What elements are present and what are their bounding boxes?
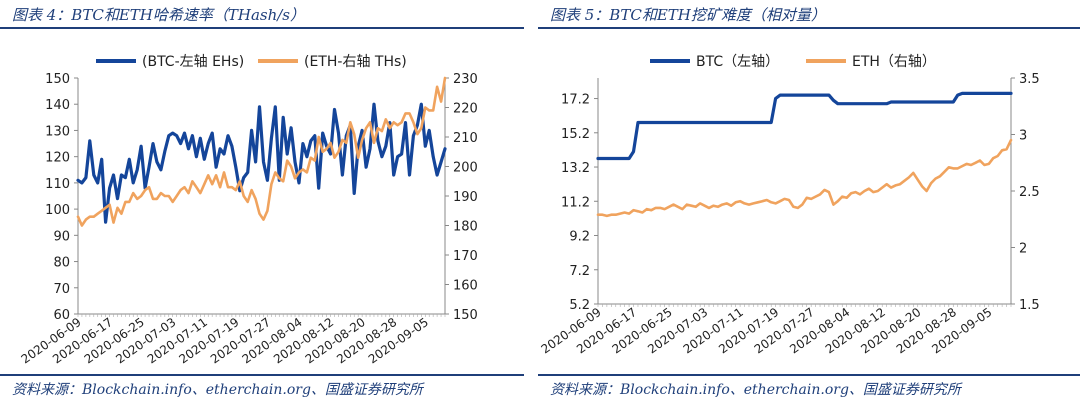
legend-label: ETH（右轴） <box>852 54 936 70</box>
source-rule <box>0 374 524 376</box>
y-left-tick-label: 110 <box>45 177 70 192</box>
figure-title: 图表 5：BTC和ETH挖矿难度（相对量） <box>550 6 826 24</box>
y-right-tick-label: 1.5 <box>1019 298 1040 313</box>
legend-label: (ETH-右轴 THs) <box>304 54 407 70</box>
y-left-tick-label: 150 <box>45 72 70 87</box>
source-rule <box>538 374 1080 376</box>
y-right-tick-label: 180 <box>453 220 478 235</box>
source-note: 资料来源：Blockchain.info、etherchain.org、国盛证券… <box>12 382 423 398</box>
y-left-tick-label: 80 <box>53 256 70 271</box>
y-right-tick-label: 190 <box>453 190 478 205</box>
y-right-tick-label: 230 <box>453 72 478 87</box>
y-right-tick-label: 170 <box>453 249 478 264</box>
series-line-left-axis <box>596 91 1013 161</box>
y-left-tick-label: 120 <box>45 151 70 166</box>
legend-label: (BTC-左轴 EHs) <box>142 54 244 70</box>
source-note: 资料来源：Blockchain.info、etherchain.org、国盛证券… <box>550 382 961 398</box>
y-left-tick-label: 130 <box>45 124 70 139</box>
series-line-right-axis <box>596 138 1013 218</box>
y-left-tick-label: 17.2 <box>561 93 590 108</box>
series-line-left-axis <box>76 102 447 224</box>
y-left-tick-label: 5.2 <box>569 298 590 313</box>
series-line-right-axis <box>76 76 447 227</box>
y-left-tick-label: 60 <box>53 308 70 323</box>
hashrate-chart: 60 70 80 90 100 110 120 130 140 150 150 160 170 180 19… <box>19 54 478 366</box>
y-left-tick-label: 140 <box>45 98 70 113</box>
y-right-tick-label: 150 <box>453 308 478 323</box>
y-left-tick-label: 9.2 <box>569 230 590 245</box>
y-left-tick-label: 15.2 <box>561 127 590 142</box>
legend-label: BTC（左轴） <box>696 54 779 70</box>
y-right-tick-label: 3 <box>1019 129 1027 144</box>
y-left-tick-label: 90 <box>53 229 70 244</box>
y-right-tick-label: 2.5 <box>1019 185 1040 200</box>
y-left-tick-label: 11.2 <box>561 195 590 210</box>
y-right-tick-label: 3.5 <box>1019 72 1040 87</box>
y-right-tick-label: 2 <box>1019 242 1027 257</box>
figure-4-panel: 图表 4：BTC和ETH哈希速率（THash/s） 60 70 80 90 100 110… <box>0 0 524 404</box>
figure-5-panel: 图表 5：BTC和ETH挖矿难度（相对量） 5.2 7.2 9.2 11.2 13.2 1… <box>538 0 1080 404</box>
title-rule <box>538 27 1080 29</box>
y-left-tick-label: 100 <box>45 203 70 218</box>
y-left-tick-label: 7.2 <box>569 264 590 279</box>
title-rule <box>0 27 524 29</box>
y-right-tick-label: 160 <box>453 279 478 294</box>
y-left-tick-label: 70 <box>53 282 70 297</box>
y-right-tick-label: 220 <box>453 102 478 117</box>
y-left-tick-label: 13.2 <box>561 161 590 176</box>
y-right-tick-label: 210 <box>453 131 478 146</box>
y-right-tick-label: 200 <box>453 161 478 176</box>
difficulty-chart: 5.27.29.211.213.215.217.21.522.533.52020… <box>539 54 1040 356</box>
figure-title: 图表 4：BTC和ETH哈希速率（THash/s） <box>12 6 305 24</box>
